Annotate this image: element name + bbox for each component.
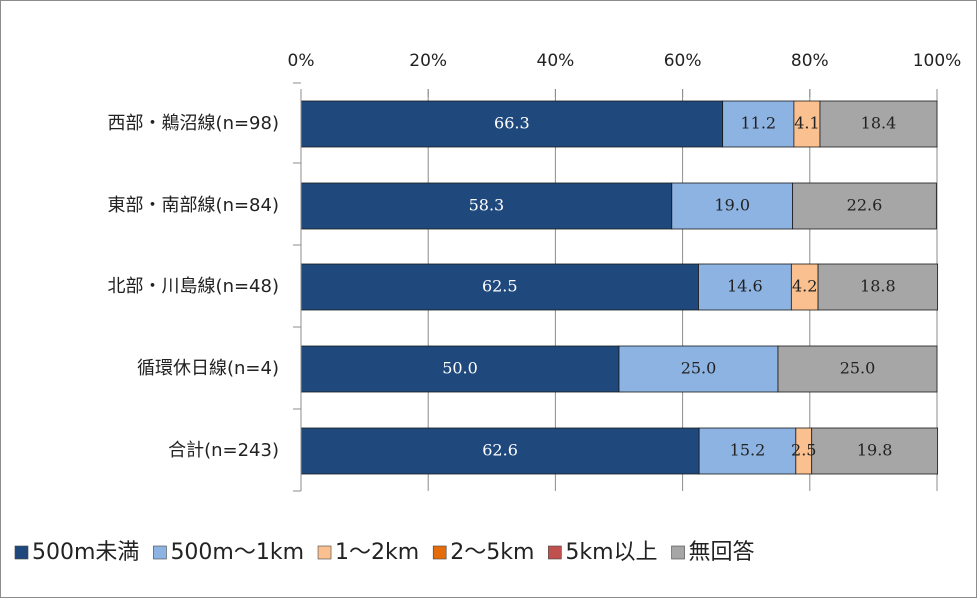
legend-label: 500m～1km (170, 540, 304, 565)
bar-segment (618, 345, 779, 393)
data-label: 19.8 (857, 441, 893, 460)
data-label: 15.2 (730, 441, 766, 460)
legend-label: 5km以上 (565, 540, 657, 565)
legend-swatch (317, 545, 332, 560)
bars (300, 100, 939, 475)
legend-label: 1～2km (335, 540, 419, 565)
data-labels: 66.3 11.2 4.1 18.4 58.3 19.0 22.6 62.5 14.6 4.2 18… (442, 114, 896, 460)
data-label: 18.4 (861, 114, 897, 133)
data-label: 66.3 (494, 114, 530, 133)
legend-label: 無回答 (689, 540, 755, 565)
data-label: 4.2 (792, 277, 817, 296)
x-tick-label: 100% (913, 51, 962, 71)
x-tick-label: 0% (288, 51, 315, 71)
data-label: 25.0 (840, 359, 876, 378)
category-label: 合計(n=243) (168, 440, 279, 461)
bar-segment (698, 263, 792, 311)
axes: 0% 20% 40% 60% 80% 100% 西部・鵜沼線(n=98) 東部・南部線(n=8… (108, 51, 962, 492)
legend: 500m未満 500m～1km 1～2km 2～5km 5km以上 無回答 (14, 540, 755, 565)
bar-segment (811, 427, 939, 475)
bar-segment (819, 100, 938, 148)
legend-swatch (153, 545, 167, 560)
data-label: 62.5 (482, 277, 518, 296)
legend-label: 500m未満 (32, 540, 139, 565)
legend-swatch (548, 545, 562, 560)
bar-segment (777, 345, 938, 393)
bar-segment (698, 427, 797, 475)
legend-swatch (432, 545, 447, 560)
legend-label: 2～5km (450, 540, 534, 565)
category-label: 西部・鵜沼線(n=98) (108, 113, 279, 134)
bar-segment (671, 182, 794, 230)
data-label: 50.0 (442, 359, 478, 378)
data-label: 18.8 (860, 277, 896, 296)
legend-swatch (671, 545, 685, 560)
x-tick-label: 20% (409, 51, 447, 71)
category-label: 東部・南部線(n=84) (108, 195, 279, 216)
category-label: 循環休日線(n=4) (137, 358, 279, 379)
x-tick-label: 40% (537, 51, 575, 71)
data-label: 4.1 (794, 114, 819, 133)
data-label: 22.6 (847, 196, 883, 215)
data-label: 19.0 (714, 196, 750, 215)
data-label: 11.2 (740, 114, 776, 133)
bar-segment (300, 427, 700, 475)
legend-swatch (14, 545, 29, 560)
bar-segment (817, 263, 939, 311)
category-label: 北部・川島線(n=48) (108, 276, 279, 297)
bar-segment (300, 100, 724, 148)
data-label: 58.3 (469, 196, 505, 215)
data-label: 62.6 (482, 441, 518, 460)
x-tick-label: 60% (664, 51, 702, 71)
bar-segment (300, 182, 673, 230)
bar-segment (792, 182, 937, 230)
x-tick-label: 80% (791, 51, 829, 71)
data-label: 14.6 (727, 277, 763, 296)
bar-segment (722, 100, 795, 148)
data-label: 2.5 (791, 441, 816, 460)
data-label: 25.0 (681, 359, 717, 378)
bar-segment (793, 100, 821, 148)
